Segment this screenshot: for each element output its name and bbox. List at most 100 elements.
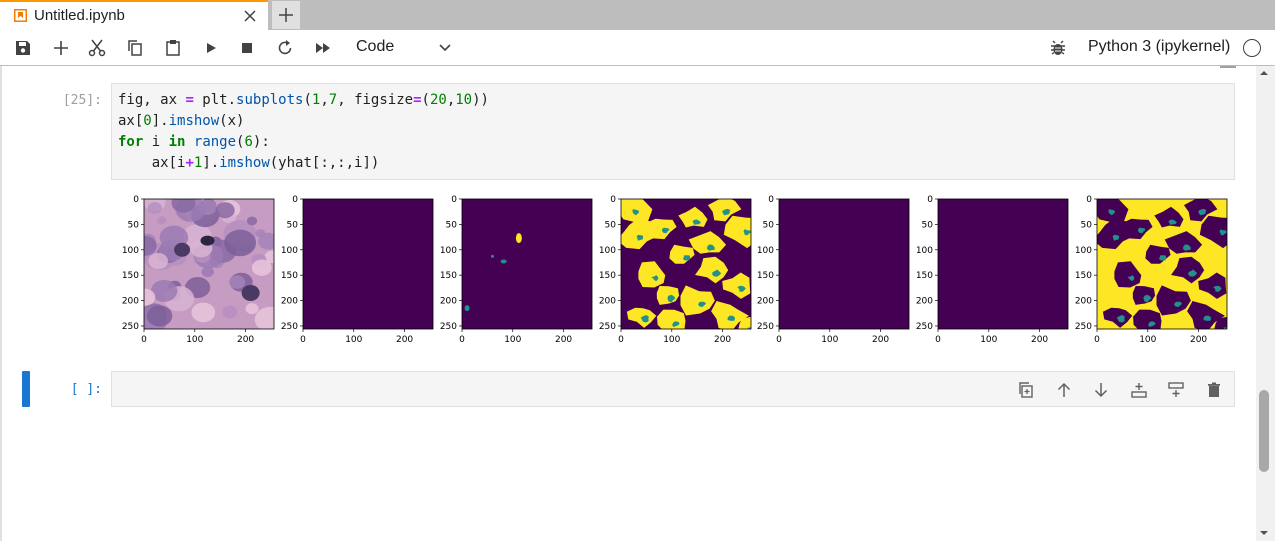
x-tick-label: 0: [300, 335, 306, 345]
save-button[interactable]: [13, 38, 33, 58]
heatmap-edge: [1116, 315, 1125, 323]
tissue-cell: [215, 202, 235, 219]
tissue-cell: [245, 303, 259, 315]
y-tick-label: 100: [440, 246, 457, 256]
empty-code-cell[interactable]: [111, 371, 1235, 407]
heatmap-blob: [1114, 261, 1142, 288]
collapse-icon[interactable]: [1220, 66, 1236, 72]
subplot-frame: [937, 198, 1069, 330]
heatmap-edge: [636, 234, 644, 241]
insert-cell-button[interactable]: [51, 38, 71, 58]
delete-icon: [1208, 382, 1220, 397]
paste-button[interactable]: [163, 38, 183, 58]
notebook-toolbar: Code Python 3 (ipykernel): [0, 30, 1275, 66]
tissue-cell: [251, 259, 272, 276]
code-editor[interactable]: fig, ax = plt.subplots(1,7, figsize=(20,…: [111, 83, 1235, 180]
heatmap-edge: [662, 227, 670, 234]
heatmap-blob: [680, 285, 715, 316]
heatmap-blob: [1164, 231, 1203, 254]
subplot-4-image: [621, 199, 751, 329]
heatmap-blob: [1198, 272, 1227, 299]
subplot-2-image: [303, 199, 433, 329]
move-down-button[interactable]: [1092, 381, 1110, 399]
restart-button[interactable]: [275, 38, 295, 58]
new-tab-button[interactable]: [272, 1, 300, 29]
x-tick-label: 100: [663, 335, 680, 345]
y-tick-label: 200: [122, 297, 139, 307]
y-tick-label: 200: [440, 297, 457, 307]
duplicate-icon: [1019, 382, 1033, 398]
x-tick-label: 100: [980, 335, 997, 345]
debugger-icon[interactable]: [1049, 39, 1067, 57]
y-tick-label: 150: [122, 271, 139, 281]
heatmap-edge: [1219, 229, 1227, 236]
run-all-button[interactable]: [313, 38, 333, 58]
tissue-cell: [146, 305, 173, 327]
paste-icon: [166, 40, 180, 56]
x-tick-label: 100: [186, 335, 203, 345]
x-tick-label: 0: [459, 335, 465, 345]
y-tick-label: 250: [440, 322, 457, 332]
notebook-icon: [14, 9, 27, 22]
y-tick-label: 0: [292, 195, 298, 205]
tab-untitled-notebook[interactable]: Untitled.ipynb: [0, 0, 268, 30]
subplot-frame: [1096, 198, 1228, 330]
tissue-cell: [157, 216, 167, 225]
active-cell-indicator: [22, 371, 30, 407]
save-icon: [16, 41, 30, 55]
subplot-frame: [302, 198, 434, 330]
nucleus: [174, 242, 191, 257]
interrupt-button[interactable]: [237, 38, 257, 58]
insert-below-button[interactable]: [1167, 381, 1185, 399]
y-tick-label: 250: [281, 322, 298, 332]
heatmap-edge: [737, 285, 746, 292]
x-tick-label: 200: [555, 335, 572, 345]
y-tick-label: 200: [1075, 297, 1092, 307]
cut-button[interactable]: [87, 38, 107, 58]
heatmap-edge: [1198, 208, 1207, 216]
code-line-3: for i in range(6):: [118, 134, 270, 150]
kernel-name[interactable]: Python 3 (ipykernel): [1088, 38, 1231, 55]
x-tick-label: 100: [1139, 335, 1156, 345]
heatmap-spot: [464, 305, 470, 312]
y-tick-label: 250: [757, 322, 774, 332]
y-tick-label: 100: [122, 246, 139, 256]
move-up-button[interactable]: [1055, 381, 1073, 399]
scrollbar-thumb[interactable]: [1259, 390, 1269, 472]
heatmap-blob: [1214, 317, 1227, 329]
y-tick-label: 0: [927, 195, 933, 205]
close-icon[interactable]: [240, 6, 260, 26]
scroll-up-icon[interactable]: [1258, 68, 1270, 78]
heatmap-edge: [1158, 255, 1167, 261]
heatmap-edge: [747, 327, 751, 329]
nucleus: [241, 284, 260, 301]
heatmap-spot: [500, 259, 507, 264]
insert-above-button[interactable]: [1130, 381, 1148, 399]
y-tick-label: 100: [1075, 246, 1092, 256]
heatmap-edge: [727, 315, 735, 321]
tissue-cell: [255, 229, 266, 238]
duplicate-cell-button[interactable]: [1017, 381, 1035, 399]
insert-above-icon: [1131, 383, 1147, 398]
scroll-down-icon[interactable]: [1258, 528, 1270, 538]
delete-cell-button[interactable]: [1205, 381, 1223, 399]
heatmap-edge: [1138, 227, 1146, 234]
y-tick-label: 100: [757, 246, 774, 256]
run-button[interactable]: [201, 38, 221, 58]
y-tick-label: 200: [757, 297, 774, 307]
subplot-frame: [143, 198, 275, 330]
y-tick-label: 250: [599, 322, 616, 332]
tissue-cell: [191, 302, 216, 323]
subplot-5-image: [779, 199, 909, 329]
cell-type-select[interactable]: Code: [352, 36, 456, 60]
x-tick-label: 100: [504, 335, 521, 345]
copy-button[interactable]: [125, 38, 145, 58]
heatmap-edge: [692, 219, 701, 225]
heatmap-edge: [707, 244, 715, 251]
heatmap-blob: [1199, 215, 1227, 249]
stop-icon: [242, 43, 252, 53]
execution-count: [25]:: [62, 93, 102, 108]
